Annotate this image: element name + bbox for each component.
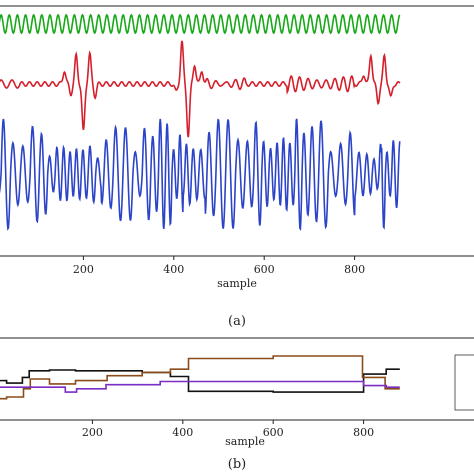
series-purple-line — [0, 380, 400, 393]
series-blue-line — [0, 118, 401, 231]
panel-b-tick-label: 400 — [172, 426, 193, 439]
panel-b-tick-label: 200 — [82, 426, 103, 439]
panel-a-tick-label: 600 — [254, 263, 275, 276]
series-red-line — [0, 40, 401, 138]
panel-a-xlabel: sample — [217, 277, 257, 290]
panel-a-caption: (a) — [228, 314, 246, 329]
series-black-line — [0, 368, 400, 393]
panel-b-signals: 200 400 600 800 sample (b) — [0, 337, 474, 472]
panel-b-tick-label: 600 — [263, 426, 284, 439]
panel-a-tick-label: 400 — [163, 263, 184, 276]
panel-b-frame — [0, 337, 474, 421]
panel-a-tick-label: 200 — [73, 263, 94, 276]
legend-box — [454, 354, 474, 411]
panel-a-signals: 200 400 600 800 sample (a) — [0, 5, 474, 329]
panel-b-xlabel: sample — [225, 435, 265, 448]
panel-a-tick-label: 800 — [344, 263, 365, 276]
series-green-line — [0, 13, 401, 35]
panel-b-tick-label: 800 — [353, 426, 374, 439]
panel-b-caption: (b) — [228, 457, 246, 472]
series-brown-line — [0, 355, 400, 400]
panel-a-frame — [0, 5, 474, 257]
